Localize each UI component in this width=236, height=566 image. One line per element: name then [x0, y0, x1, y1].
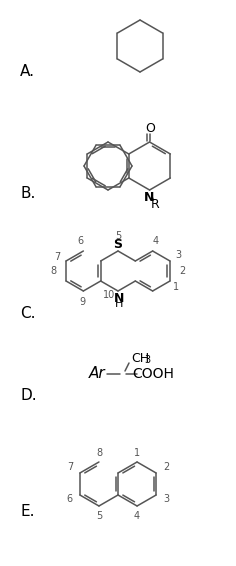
Text: Ar: Ar: [89, 367, 105, 381]
Text: 6: 6: [67, 495, 73, 504]
Text: 3: 3: [163, 495, 169, 504]
Text: 4: 4: [153, 236, 159, 246]
Text: COOH: COOH: [132, 367, 174, 381]
Text: 3: 3: [175, 251, 181, 260]
Text: O: O: [146, 122, 156, 135]
Text: 8: 8: [96, 448, 102, 458]
Text: 1: 1: [173, 282, 179, 293]
Text: 7: 7: [67, 462, 73, 473]
Text: 4: 4: [134, 511, 140, 521]
Text: 10: 10: [103, 290, 115, 300]
Text: D.: D.: [20, 388, 37, 404]
Text: 5: 5: [96, 511, 102, 521]
Text: 1: 1: [134, 448, 140, 458]
Text: E.: E.: [20, 504, 34, 518]
Text: S: S: [114, 238, 122, 251]
Text: 9: 9: [79, 297, 85, 307]
Text: C.: C.: [20, 307, 35, 321]
Text: A.: A.: [20, 65, 35, 79]
Text: 2: 2: [180, 266, 186, 276]
Text: B.: B.: [20, 187, 35, 201]
Text: 7: 7: [54, 252, 60, 263]
Text: R: R: [151, 198, 160, 211]
Text: 2: 2: [163, 462, 169, 473]
Text: 8: 8: [50, 266, 56, 276]
Text: 5: 5: [115, 231, 121, 241]
Text: 3: 3: [144, 355, 150, 365]
Text: N: N: [143, 191, 154, 204]
Text: 6: 6: [77, 236, 83, 246]
Text: N: N: [114, 291, 124, 305]
Text: CH: CH: [131, 351, 149, 365]
Text: H: H: [115, 299, 123, 309]
